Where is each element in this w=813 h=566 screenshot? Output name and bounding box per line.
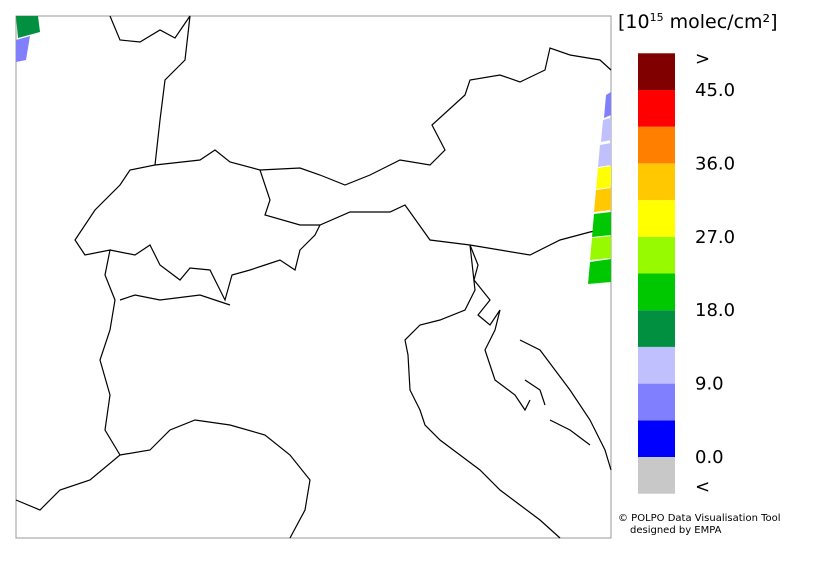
data-swaths — [16, 16, 611, 284]
unit-prefix: [10 — [618, 11, 650, 33]
border — [154, 149, 612, 256]
tick-label: 36.0 — [695, 153, 735, 174]
color-bin — [638, 310, 675, 347]
tick-label: 0.0 — [695, 447, 724, 468]
border — [109, 15, 191, 43]
map-frame — [15, 15, 612, 539]
border — [15, 15, 191, 511]
under-bin — [638, 457, 675, 494]
swath — [588, 259, 611, 284]
map-borders — [15, 15, 612, 539]
over-bin — [638, 53, 675, 90]
color-bin — [638, 126, 675, 164]
swath — [601, 118, 611, 142]
border — [119, 294, 231, 306]
swath — [590, 236, 611, 260]
swath — [16, 36, 30, 62]
over-label: > — [695, 48, 710, 69]
unit-suffix: molec/cm²] — [664, 11, 778, 33]
border — [259, 47, 612, 186]
swath — [596, 166, 611, 189]
tick-label: 18.0 — [695, 300, 735, 321]
color-bin — [638, 163, 675, 201]
credit-line: designed by EMPA — [630, 525, 722, 536]
color-bin — [638, 273, 675, 311]
swath — [598, 143, 611, 167]
swath — [16, 16, 40, 38]
color-bin — [638, 90, 675, 127]
legend-unit: [1015 molec/cm²] — [618, 11, 778, 33]
border — [119, 419, 311, 539]
border — [519, 339, 612, 471]
swath — [604, 92, 611, 118]
unit-exponent: 15 — [650, 11, 664, 24]
under-label: < — [695, 477, 710, 498]
swath — [592, 212, 611, 237]
color-bin — [638, 346, 675, 384]
border — [109, 224, 321, 302]
tick-label: 9.0 — [695, 374, 724, 395]
color-bin — [638, 420, 675, 457]
tick-label: 45.0 — [695, 80, 735, 101]
color-bin — [638, 200, 675, 237]
color-bin — [638, 236, 675, 274]
swath — [594, 188, 611, 212]
color-bin — [638, 383, 675, 421]
credit-line: © POLPO Data Visualisation Tool — [618, 513, 781, 524]
tick-label: 27.0 — [695, 227, 735, 248]
border — [404, 244, 561, 539]
